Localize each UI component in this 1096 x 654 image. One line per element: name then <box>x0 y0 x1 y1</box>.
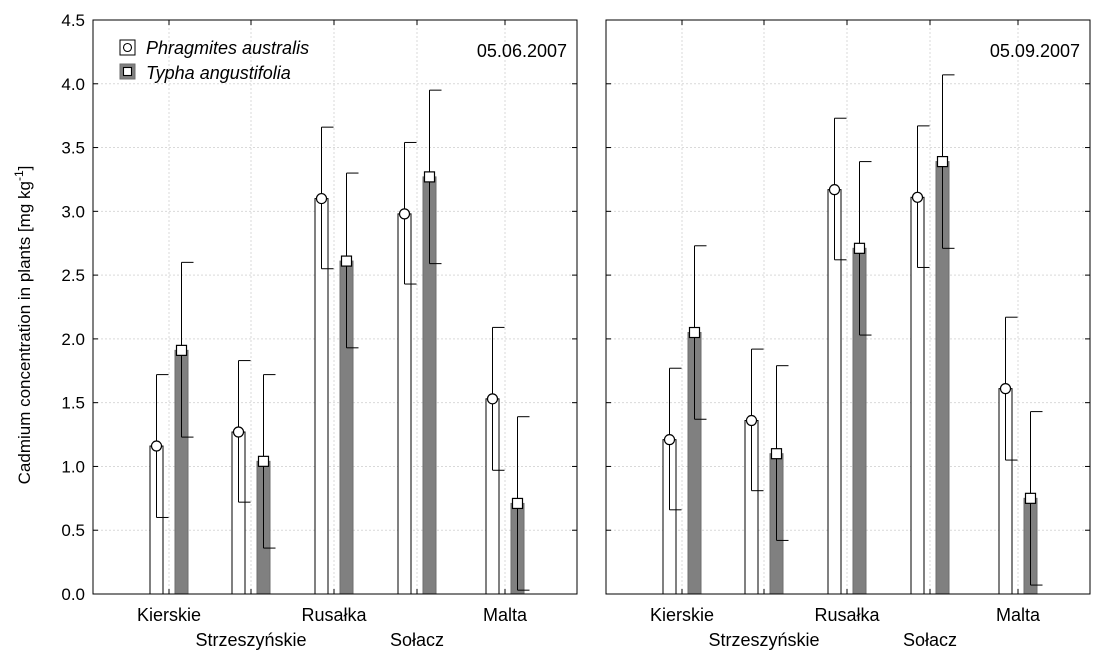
x-category-label: Kierskie <box>137 605 201 625</box>
legend-marker-phragmites <box>122 42 133 53</box>
legend-marker-typha <box>122 66 133 77</box>
point-typha <box>1024 492 1037 504</box>
y-axis-label-sup: -1 <box>12 170 26 181</box>
point-phragmites <box>315 192 328 205</box>
y-tick-label: 0.0 <box>61 585 85 604</box>
x-category-label: Kierskie <box>650 605 714 625</box>
panel-date-label: 05.06.2007 <box>477 41 567 61</box>
x-category-label: Malta <box>996 605 1041 625</box>
y-tick-label: 0.5 <box>61 521 85 540</box>
point-typha <box>936 155 949 168</box>
point-phragmites <box>150 440 163 452</box>
y-tick-label: 4.5 <box>61 11 85 30</box>
point-phragmites <box>745 414 758 427</box>
point-typha <box>511 497 524 510</box>
panel-frame <box>605 19 1091 595</box>
y-axis-label: Cadmium concentration in plants [mg kg-1… <box>12 166 34 485</box>
y-tick-label: 4.0 <box>61 75 85 94</box>
point-phragmites <box>911 191 924 203</box>
x-category-label: Rusałka <box>814 605 880 625</box>
point-typha <box>853 242 866 254</box>
x-category-label: Sołacz <box>903 630 957 650</box>
panel-date-label: 05.09.2007 <box>990 41 1080 61</box>
axis-layer: 0.0 0.5 1.0 1.5 2.0 2.5 3.0 3.5 4.0 4.5 Kierskie St… <box>61 11 1091 650</box>
x-category-label: Strzeszyńskie <box>195 630 306 650</box>
mark-layer <box>149 74 1043 595</box>
y-tick-label: 2.5 <box>61 266 85 285</box>
y-tick-label: 3.0 <box>61 202 85 221</box>
point-typha <box>340 255 353 267</box>
point-typha <box>770 448 783 460</box>
x-category-label: Rusałka <box>301 605 367 625</box>
point-typha <box>175 344 188 356</box>
point-typha <box>423 171 436 183</box>
x-category-label: Strzeszyńskie <box>708 630 819 650</box>
y-tick-label: 2.0 <box>61 330 85 349</box>
legend-label-typha: Typha angustifolia <box>146 63 291 83</box>
point-phragmites <box>663 434 676 446</box>
y-axis-label-end: ] <box>15 166 34 171</box>
point-phragmites <box>398 208 411 220</box>
y-tick-label: 3.5 <box>61 139 85 158</box>
point-phragmites <box>232 426 245 438</box>
y-tick-label: 1.5 <box>61 394 85 413</box>
legend-label-phragmites: Phragmites australis <box>146 38 309 58</box>
panel-frame <box>92 19 578 595</box>
x-category-label: Malta <box>483 605 528 625</box>
point-typha <box>688 326 701 339</box>
y-axis-label-main: Cadmium concentration in plants [mg kg <box>15 181 34 484</box>
y-tick-label: 1.0 <box>61 457 85 476</box>
point-typha <box>257 455 270 467</box>
point-phragmites <box>828 184 841 196</box>
point-phragmites <box>999 383 1012 395</box>
point-phragmites <box>486 393 499 405</box>
grid-layer <box>93 20 1090 594</box>
x-category-label: Sołacz <box>390 630 444 650</box>
